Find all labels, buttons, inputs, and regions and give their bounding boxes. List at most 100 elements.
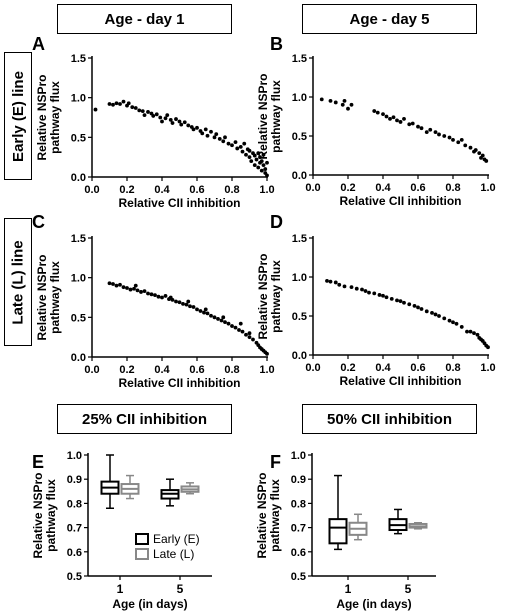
data-point-A: [177, 119, 182, 124]
data-point-B: [342, 99, 347, 103]
data-point-A: [191, 127, 196, 132]
data-point-B: [480, 153, 485, 158]
y-axis-label-F: pathway flux: [268, 479, 282, 552]
data-point-A: [114, 101, 119, 106]
data-point-C: [209, 313, 213, 318]
x-tick-label-B: 0.4: [375, 182, 391, 194]
x-axis-label-D: Relative CII inhibition: [339, 374, 461, 388]
x-tick-label-D: 0.0: [305, 362, 320, 374]
data-point-A: [261, 152, 266, 157]
x-tick-label-A: 0.4: [154, 184, 170, 196]
data-point-D: [419, 307, 424, 311]
data-point-A: [142, 113, 147, 118]
y-tick-label-F: 0.6: [291, 547, 306, 559]
data-point-C: [212, 315, 217, 320]
data-point-B: [442, 134, 447, 138]
data-point-B: [451, 138, 455, 142]
x-tick-label-B: 0.2: [340, 182, 355, 194]
y-axis-label-E: Relative NSPro: [31, 472, 45, 558]
y-tick-label-A: 1.5: [71, 53, 86, 65]
data-point-D: [342, 284, 347, 289]
x-tick-label-E: 1: [117, 582, 124, 596]
data-point-A: [160, 119, 164, 124]
y-tick-label-F: 0.7: [291, 523, 306, 535]
y-axis-label-C: pathway flux: [48, 261, 62, 334]
box-F: [328, 518, 348, 545]
x-tick-label-B: 0.6: [410, 182, 425, 194]
x-tick-label-D: 1.0: [480, 362, 495, 374]
data-point-D: [451, 320, 455, 325]
data-point-C: [177, 300, 182, 305]
data-point-C: [160, 295, 164, 300]
data-point-C: [186, 299, 191, 304]
x-tick-label-B: 0.0: [305, 182, 320, 194]
data-point-D: [337, 282, 342, 287]
data-point-C: [188, 304, 192, 309]
data-point-A: [263, 167, 268, 171]
y-tick-label-F: 0.8: [291, 498, 306, 510]
x-tick-label-C: 0.8: [224, 364, 239, 376]
data-point-B: [424, 130, 429, 135]
data-point-C: [168, 295, 173, 300]
data-point-A: [140, 109, 145, 114]
data-point-D: [402, 300, 406, 305]
data-point-D: [367, 290, 371, 295]
y-tick-label-C: 1.0: [71, 273, 86, 285]
data-point-A: [146, 110, 150, 114]
data-point-A: [252, 163, 257, 168]
data-point-A: [203, 127, 208, 132]
panel-letter-A: A: [32, 34, 45, 54]
data-point-D: [454, 321, 459, 326]
data-point-D: [363, 289, 368, 293]
y-tick-label-A: 1.0: [71, 93, 86, 105]
data-point-D: [349, 285, 354, 290]
data-point-D: [447, 318, 452, 323]
data-point-C: [219, 318, 224, 323]
data-point-A: [93, 107, 98, 112]
y-tick-label-B: 0.5: [292, 131, 307, 143]
data-point-A: [107, 102, 112, 106]
data-point-B: [473, 148, 478, 152]
data-point-A: [265, 173, 269, 178]
legend-label-E: Early (E): [153, 532, 200, 546]
y-tick-label-B: 1.0: [292, 92, 307, 104]
x-tick-label-C: 0.0: [84, 364, 99, 376]
data-point-A: [217, 137, 222, 141]
data-point-A: [133, 106, 138, 110]
legend-swatch-E: [135, 548, 149, 560]
y-tick-label-A: 0.0: [71, 172, 86, 184]
data-point-A: [170, 121, 175, 125]
data-point-D: [377, 293, 382, 297]
data-point-A: [221, 139, 226, 144]
y-tick-label-C: 1.5: [71, 233, 86, 245]
data-point-B: [388, 116, 392, 121]
y-axis-label-C: Relative NSPro: [35, 254, 49, 340]
data-point-C: [156, 294, 161, 299]
data-point-D: [398, 299, 403, 304]
y-tick-label-D: 1.0: [292, 272, 307, 284]
data-point-D: [333, 280, 338, 285]
data-point-A: [233, 140, 238, 144]
y-tick-label-F: 1.0: [291, 450, 306, 462]
data-point-A: [154, 112, 159, 117]
x-tick-label-C: 1.0: [259, 364, 274, 376]
data-point-D: [430, 310, 434, 315]
data-point-D: [433, 312, 438, 317]
x-tick-label-D: 0.4: [375, 362, 391, 374]
data-point-A: [247, 148, 252, 153]
x-axis-label-B: Relative CII inhibition: [339, 194, 461, 208]
x-tick-label-A: 0.8: [224, 184, 239, 196]
data-point-A: [200, 131, 205, 136]
data-point-B: [459, 138, 464, 142]
y-axis-label-B: Relative NSPro: [256, 73, 270, 159]
data-point-D: [472, 331, 476, 336]
data-point-C: [216, 317, 220, 321]
data-point-D: [465, 329, 469, 334]
data-point-D: [424, 309, 429, 314]
data-point-A: [247, 155, 252, 160]
data-point-C: [125, 286, 129, 290]
y-axis-label-A: pathway flux: [48, 81, 62, 154]
x-tick-label-D: 0.6: [410, 362, 425, 374]
y-tick-label-C: 0.5: [71, 312, 86, 324]
data-point-C: [205, 311, 210, 316]
